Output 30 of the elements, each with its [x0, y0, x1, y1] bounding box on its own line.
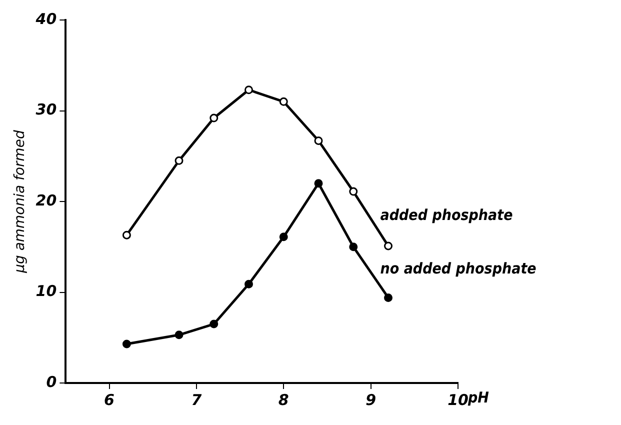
- point: [384, 293, 393, 302]
- x-tick-label: 6: [104, 390, 114, 409]
- point: [349, 187, 358, 196]
- x-tick-label: 8: [278, 390, 289, 409]
- y-tick-label: 10: [36, 282, 57, 300]
- point: [314, 136, 323, 145]
- point: [314, 179, 323, 188]
- point: [279, 232, 288, 242]
- y-tick-label: 20: [36, 191, 57, 210]
- x-tick-label: 10: [448, 390, 468, 409]
- point: [244, 280, 254, 288]
- point: [210, 114, 218, 122]
- point: [174, 156, 184, 165]
- point: [384, 242, 393, 250]
- point: [349, 242, 358, 252]
- x-tick-label: 9: [366, 390, 376, 409]
- point: [174, 330, 184, 340]
- point: [244, 86, 254, 94]
- y-axis-title: µg ammonia formed: [12, 130, 28, 274]
- series-label: added phosphate: [380, 206, 513, 224]
- point: [122, 230, 131, 240]
- series-label: no added phosphate: [380, 260, 536, 278]
- y-tick-label: 40: [34, 10, 57, 28]
- x-tick-label: 7: [191, 390, 202, 409]
- point: [122, 340, 131, 348]
- point: [210, 320, 218, 328]
- point: [279, 97, 288, 106]
- y-tick-label: 30: [36, 100, 57, 119]
- y-tick-label: 0: [46, 372, 57, 391]
- x-axis-title: pH: [467, 388, 490, 406]
